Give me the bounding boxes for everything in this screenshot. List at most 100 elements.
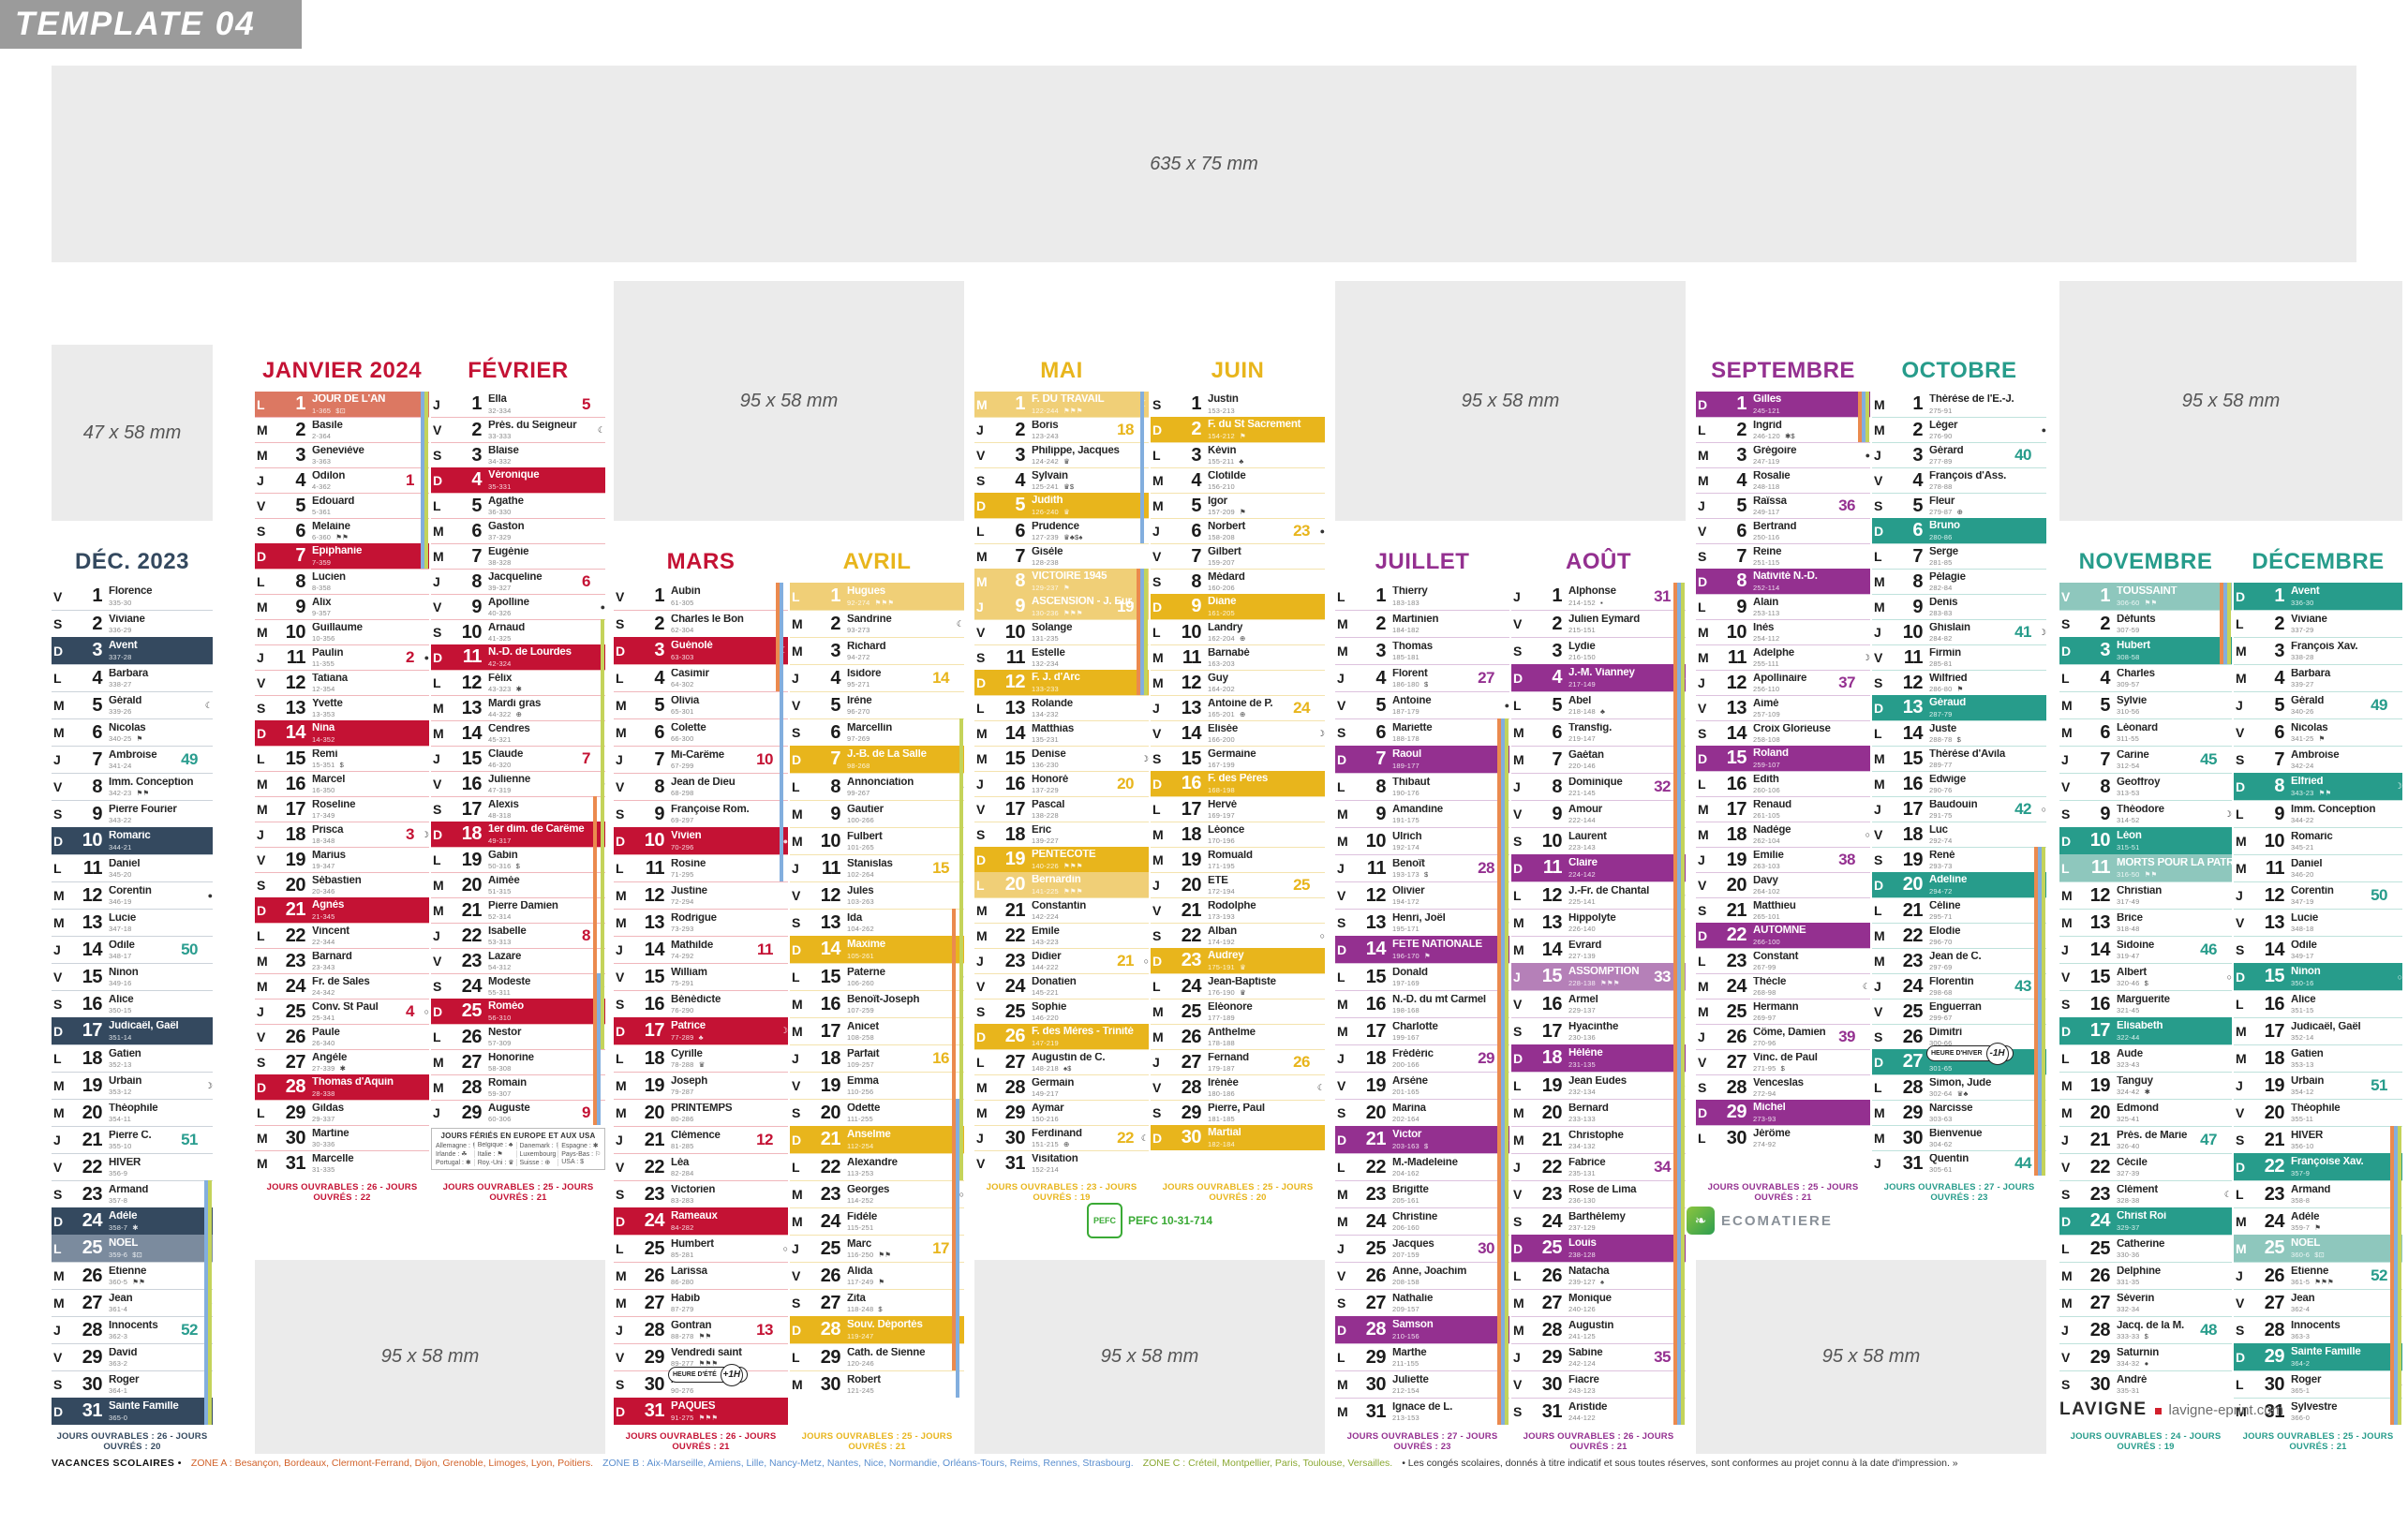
day-number: 31 bbox=[1541, 1400, 1563, 1422]
day-letter: V bbox=[976, 1156, 986, 1171]
day-number: 21 bbox=[2264, 1129, 2285, 1150]
vacation-zone-stripe-b bbox=[1501, 718, 1505, 1425]
day-name-block: Élodie 296-70 bbox=[1923, 926, 2046, 946]
day-name-block: Habib 87-279 bbox=[664, 1294, 788, 1313]
day-number: 5 bbox=[1912, 495, 1923, 516]
day-ordinal: 243-123 bbox=[1568, 1386, 1596, 1395]
vacation-zone-stripe-c bbox=[1865, 392, 1869, 442]
day-name-block: Lucie 347-18 bbox=[102, 913, 213, 933]
day-number: 23 bbox=[82, 1183, 103, 1205]
day-ordinal: 70-296 bbox=[671, 842, 694, 851]
day-row-sep-1: D 1 Gilles 245-121 bbox=[1696, 392, 1870, 417]
footer-zone-b: ZONE B : Aix-Marseille, Amiens, Lille, N… bbox=[602, 1458, 1134, 1469]
day-row-mars-17: D 17 Patrice 77-289 ♣ ☽ bbox=[614, 1017, 788, 1044]
saint-day-name: Augustin de C. bbox=[1032, 1052, 1106, 1063]
saint-day-name: Imm. Conception bbox=[109, 777, 194, 788]
day-ordinal: 131-235 bbox=[1032, 634, 1059, 643]
day-letter: S bbox=[1698, 903, 1707, 918]
day-ordinal: 300-66 bbox=[1929, 1039, 1953, 1047]
day-letter: D bbox=[1874, 877, 1884, 893]
day-number: 19 bbox=[82, 1074, 103, 1096]
day-letter: M bbox=[616, 1105, 627, 1120]
day-ordinal: 106-260 bbox=[847, 979, 874, 987]
day-number: 10 bbox=[1181, 621, 1202, 643]
day-name-block: Lydie 216-150 bbox=[1562, 642, 1686, 661]
day-number: 25 bbox=[2089, 1237, 2111, 1259]
placeholder-size-label: 95 x 58 mm bbox=[739, 390, 839, 411]
day-number: 25 bbox=[2264, 1237, 2285, 1258]
day-number: 20 bbox=[1004, 874, 1026, 895]
day-row-dec24-21: S 21 HIVER 356-10 bbox=[2234, 1126, 2402, 1153]
image-placeholder-pair: 95 x 58 mm bbox=[2059, 281, 2402, 521]
saint-day-name: Léger bbox=[1929, 420, 1958, 431]
day-row-jan-1: L 1 JOUR DE L'AN 1-365 $⊡ bbox=[255, 392, 429, 417]
day-name-block: Nadège 262-104 bbox=[1747, 825, 1857, 845]
day-letter: L bbox=[1698, 422, 1706, 437]
saint-day-name: Nathalie bbox=[1392, 1293, 1434, 1304]
day-letter: V bbox=[1337, 1078, 1346, 1093]
day-row-sep-18: M 18 Nadège 262-104 ○ bbox=[1696, 822, 1870, 847]
saint-day-name: Martine bbox=[312, 1128, 349, 1139]
day-letter: M bbox=[53, 888, 65, 903]
saint-day-name: Hélène bbox=[1568, 1048, 1603, 1059]
saint-day-name: ASSOMPTION bbox=[1568, 967, 1640, 977]
day-ordinal: 346-20 bbox=[2291, 870, 2314, 879]
saint-day-name: Louis bbox=[1568, 1238, 1597, 1249]
saint-day-name: Dominique bbox=[1568, 777, 1623, 788]
saint-day-name: Alice bbox=[2291, 994, 2316, 1005]
day-letter: M bbox=[2236, 1240, 2247, 1256]
saint-day-name: Charlotte bbox=[1392, 1021, 1438, 1032]
saint-day-name: Casimir bbox=[671, 668, 709, 679]
saint-day-name: Odilon bbox=[312, 470, 346, 481]
day-letter: M bbox=[616, 888, 627, 903]
day-ordinal: 358-8 bbox=[2291, 1196, 2311, 1205]
day-ordinal: 187-179 bbox=[1392, 707, 1420, 716]
day-number: 14 bbox=[1004, 722, 1026, 744]
week-number: 8 bbox=[582, 926, 590, 944]
day-name-block: Thomas d'Aquin 28-338 bbox=[305, 1077, 429, 1097]
day-name-block: Adeline 294-72 bbox=[1923, 875, 2046, 895]
day-number: 17 bbox=[461, 798, 483, 820]
day-number: 27 bbox=[1181, 1051, 1202, 1073]
day-name-block: Lazare 54-312 bbox=[482, 952, 605, 971]
day-name-block: Marc 116-250 ⚑⚑ bbox=[840, 1239, 964, 1259]
day-number: 15 bbox=[2089, 966, 2111, 987]
day-number: 29 bbox=[1004, 1102, 1026, 1123]
day-name-block: Marina 202-164 bbox=[1386, 1103, 1509, 1123]
day-letter: S bbox=[2061, 616, 2071, 631]
school-holidays-footer: VACANCES SCOLAIRES • ZONE A : Besançon, … bbox=[52, 1458, 2356, 1469]
day-row-nov-14: J 14 Sidoine 319-47 46 bbox=[2059, 936, 2232, 963]
day-row-nov-2: S 2 Défunts 307-59 bbox=[2059, 610, 2232, 637]
day-ordinal: 246-120 ✱$ bbox=[1753, 432, 1795, 440]
legend-country-item: Belgique : ♣ bbox=[478, 1142, 517, 1149]
day-letter: S bbox=[53, 616, 63, 631]
saint-day-name: Isidore bbox=[847, 668, 882, 679]
day-row-mars-13: M 13 Rodrigue 73-293 bbox=[614, 909, 788, 936]
day-name-block: Nativité N.-D. 252-114 bbox=[1747, 571, 1870, 591]
day-name-block: Paulin 11-355 bbox=[305, 648, 416, 668]
day-letter: M bbox=[792, 1377, 803, 1392]
day-row-mai-25: S 25 Sophie 146-220 bbox=[974, 999, 1149, 1024]
moon-phase-icon: ● bbox=[1504, 701, 1509, 710]
day-number: 6 bbox=[2100, 721, 2110, 743]
holiday-flags-icon: ⚑⚑⚑ bbox=[698, 1413, 719, 1421]
day-letter: L bbox=[2236, 1187, 2244, 1202]
day-ordinal: 252-114 bbox=[1753, 583, 1780, 591]
saint-day-name: Agnès bbox=[312, 900, 345, 911]
day-ordinal: 340-25 ⚑ bbox=[109, 734, 143, 743]
day-number: 11 bbox=[821, 857, 841, 879]
saint-day-name: Prisca bbox=[312, 824, 344, 836]
day-row-dec24-20: V 20 Théophile 355-11 bbox=[2234, 1099, 2402, 1126]
day-row-jan-16: M 16 Marcel 16-350 bbox=[255, 771, 429, 796]
day-row-oct-17: J 17 Baudouin 291-75 ○ 42 bbox=[1872, 796, 2046, 822]
day-ordinal: 280-86 bbox=[1929, 532, 1953, 540]
day-ordinal: 199-167 bbox=[1392, 1033, 1420, 1042]
day-row-juin-30: D 30 Martial 182-184 bbox=[1151, 1125, 1325, 1150]
day-number: 30 bbox=[1004, 1127, 1026, 1148]
day-number: 12 bbox=[1004, 672, 1026, 692]
day-row-aout-9: V 9 Amour 222-144 bbox=[1511, 800, 1686, 827]
day-ordinal: 72-294 bbox=[671, 897, 694, 906]
day-ordinal: 344-21 bbox=[109, 842, 132, 851]
day-name-block: Quentin 305-61 bbox=[1923, 1154, 2046, 1174]
